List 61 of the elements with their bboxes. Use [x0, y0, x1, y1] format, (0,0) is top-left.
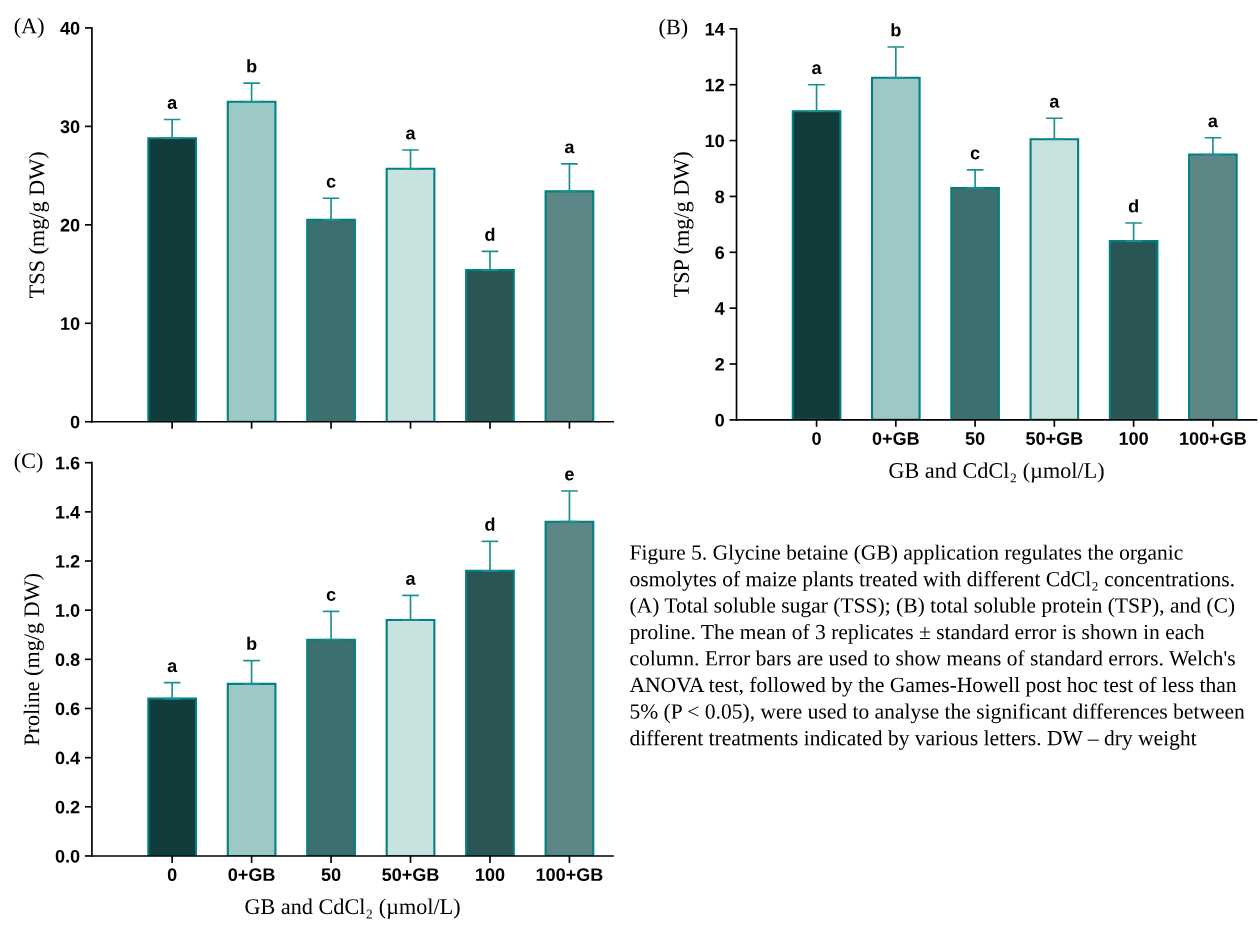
- caption: Figure 5. Glycine betaine (GB) application regulates the organic osmolytes of maize plants treated with different CdCl₂ concentrations. (A) Total soluble sugar (TSS); (B) total soluble protein (TSP), and (C) proline. The mean of 3 replicates ± standard error is shown in each column. Error bars are used to show means of standard errors. Welch's ANOVA test, followed by the Games-Howell post hoc test of less than 5% (P < 0.05), were used to analyse the significant differences between different treatments indicated by various letters. DW – dry weight: [629, 544, 1245, 750]
- y-tick-label: 1.0: [56, 604, 80, 617]
- annotation: a: [1208, 117, 1219, 128]
- annotation: c: [326, 177, 336, 188]
- annotation: d: [485, 517, 495, 531]
- x-tick-label: 50: [321, 868, 341, 882]
- y-tick-label: 0.8: [55, 653, 80, 667]
- y-axis-title: Proline (mg/g DW): [23, 573, 44, 746]
- chart-title: (C): [14, 452, 43, 473]
- x-tick-label: 100+GB: [1180, 432, 1246, 445]
- x-tick-label: 0+GB: [872, 432, 919, 445]
- y-tick-label: 10: [61, 317, 80, 331]
- annotation: a: [1049, 97, 1060, 108]
- annotation: a: [406, 129, 416, 140]
- y-tick-label: 30: [60, 120, 80, 134]
- y-tick-label: 10: [705, 134, 724, 148]
- y-tick-label: 0: [715, 413, 724, 427]
- x-tick-label: 100+GB: [536, 868, 603, 882]
- x-tick-label: 50: [965, 432, 985, 445]
- y-tick-label: 4: [714, 302, 725, 315]
- y-tick-label: 1.4: [56, 505, 81, 519]
- annotation: b: [247, 636, 257, 651]
- x-axis-title: GB and CdCl₂ (µmol/L): [889, 462, 1104, 483]
- annotation: b: [891, 23, 901, 37]
- x-tick-label: 0+GB: [228, 868, 275, 882]
- annotation: c: [326, 591, 336, 601]
- annotation: a: [564, 143, 575, 154]
- annotation: b: [247, 59, 257, 73]
- y-tick-label: 40: [60, 21, 80, 35]
- x-tick-label: 50+GB: [1026, 432, 1083, 445]
- y-tick-label: 0.2: [55, 800, 80, 814]
- annotation: a: [812, 64, 822, 75]
- annotation: e: [565, 470, 574, 481]
- y-tick-label: 0: [70, 415, 80, 429]
- chart-title: (A): [14, 17, 44, 39]
- y-tick-label: 14: [705, 22, 725, 36]
- y-axis-title: TSP (mg/g DW): [673, 152, 694, 297]
- annotation: c: [970, 149, 980, 160]
- y-tick-label: 1.6: [56, 456, 80, 470]
- x-tick-label: 100: [476, 868, 505, 882]
- y-tick-label: 0.6: [55, 702, 80, 716]
- y-tick-label: 6: [715, 246, 725, 260]
- x-tick-label: 0: [167, 868, 177, 882]
- y-tick-label: 20: [60, 218, 80, 232]
- annotation: d: [1128, 199, 1138, 213]
- annotation: a: [167, 662, 178, 673]
- y-tick-label: 12: [705, 78, 724, 92]
- x-axis-title: GB and CdCl₂ (µmol/L): [245, 898, 460, 919]
- x-tick-label: 0: [812, 432, 821, 445]
- y-tick-label: 0.0: [55, 849, 80, 863]
- x-tick-label: 50+GB: [382, 868, 439, 882]
- y-tick-label: 2: [715, 357, 724, 371]
- x-tick-label: 100: [1119, 432, 1148, 445]
- annotation: a: [167, 99, 178, 109]
- annotation: a: [406, 575, 416, 585]
- chart-title: (B): [659, 18, 688, 39]
- y-tick-label: 1.2: [56, 554, 80, 568]
- annotation: d: [485, 227, 495, 241]
- y-tick-label: 0.4: [55, 751, 81, 765]
- y-tick-label: 8: [715, 190, 725, 204]
- y-axis-title: TSS (mg/g DW): [28, 152, 49, 298]
